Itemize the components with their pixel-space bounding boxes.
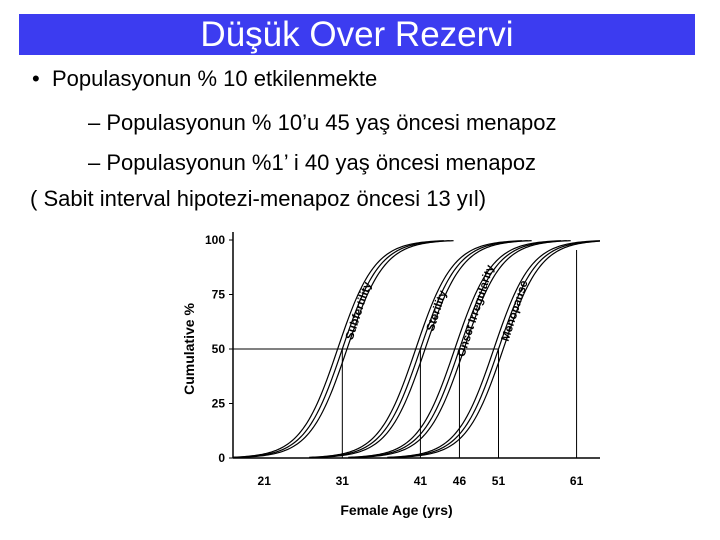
curve-menopause xyxy=(391,240,601,458)
y-tick-label: 100 xyxy=(205,233,225,247)
curve-onset-irregularity xyxy=(357,240,571,458)
curve-sterility xyxy=(313,240,528,458)
curve-sterility xyxy=(318,240,532,458)
bullet-text: Populasyonun %1’ i 40 yaş öncesi menapoz xyxy=(106,150,537,175)
curve-label: Sterility xyxy=(425,289,450,333)
y-axis-title: Cumulative % xyxy=(181,303,197,395)
bullet-marker: – xyxy=(88,110,101,135)
slide-title: Düşük Over Rezervi xyxy=(200,15,514,54)
bullet-marker: – xyxy=(88,150,101,175)
curve-subfertility xyxy=(232,240,444,458)
bullet-item-2: – Populasyonun % 10’u 45 yaş öncesi mena… xyxy=(88,110,556,136)
y-tick-label: 25 xyxy=(212,397,226,411)
bullet-item-1: • Populasyonun % 10 etkilenmekte xyxy=(32,66,377,92)
title-bar: Düşük Over Rezervi xyxy=(19,14,695,55)
bullet-text: Populasyonun % 10’u 45 yaş öncesi menapo… xyxy=(106,110,557,135)
x-tick-label: 31 xyxy=(336,474,350,488)
cumulative-chart: 0 25 50 75 100 21 31 41 46 51 61 Subfertility Steril… xyxy=(170,218,610,528)
x-tick-label: 46 xyxy=(453,474,467,488)
curve-menopause xyxy=(396,240,601,458)
chart-svg: 0 25 50 75 100 21 31 41 46 51 61 Subfertility Steril… xyxy=(181,232,601,518)
curve-subfertility xyxy=(234,240,450,458)
curve-sterility xyxy=(309,240,522,458)
bullet-item-3: – Populasyonun %1’ i 40 yaş öncesi menap… xyxy=(88,150,536,176)
curve-onset-irregularity xyxy=(348,240,561,458)
bullet-item-4: ( Sabit interval hipotezi-menapoz öncesi… xyxy=(30,186,486,212)
x-tick-label: 21 xyxy=(258,474,272,488)
bullet-text: ( Sabit interval hipotezi-menapoz öncesi… xyxy=(30,186,487,211)
x-axis-title: Female Age (yrs) xyxy=(340,502,452,518)
bullet-marker: • xyxy=(32,66,40,91)
y-tick-label: 50 xyxy=(212,342,226,356)
x-tick-label: 51 xyxy=(492,474,506,488)
curve-menopause xyxy=(387,240,601,458)
x-tick-label: 61 xyxy=(570,474,584,488)
curve-label: Menopause xyxy=(500,279,531,343)
y-tick-label: 75 xyxy=(212,288,226,302)
bullet-text: Populasyonun % 10 etkilenmekte xyxy=(51,66,378,91)
y-tick-label: 0 xyxy=(218,451,225,465)
curve-subfertility xyxy=(240,240,454,458)
curve-onset-irregularity xyxy=(352,240,567,458)
curve-label: Subfertility xyxy=(344,280,374,341)
curve-label: Onset Irregularity xyxy=(456,263,497,358)
x-tick-label: 41 xyxy=(414,474,428,488)
